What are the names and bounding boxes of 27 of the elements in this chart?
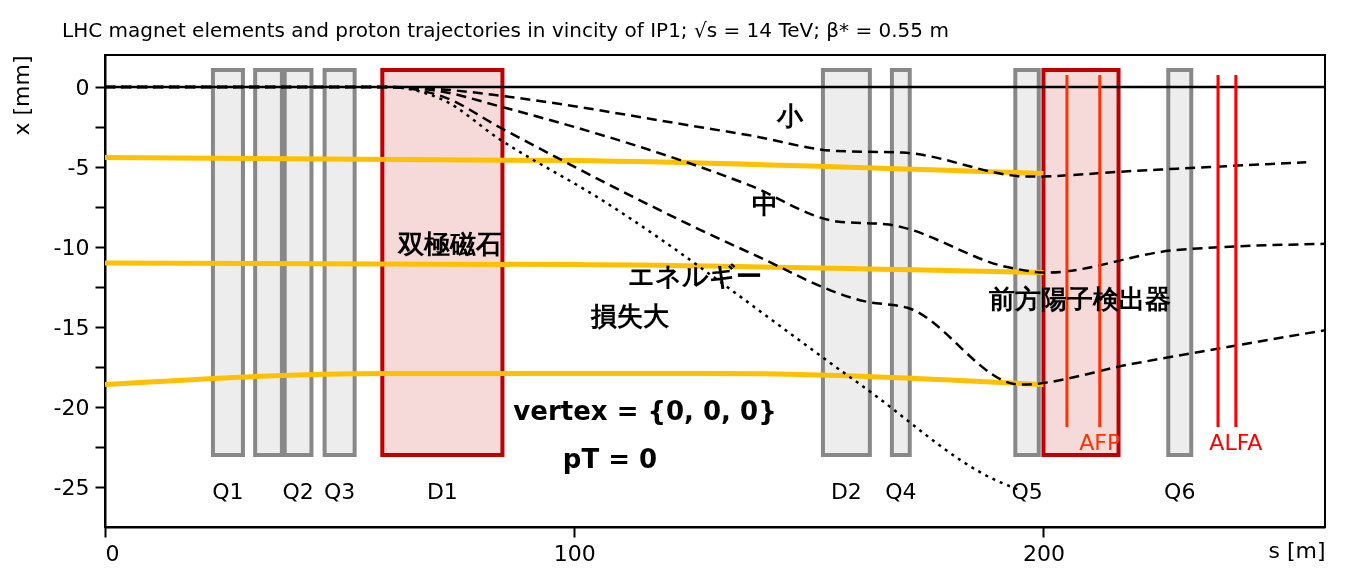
y-tick-label: -20 [53,394,90,420]
chart-title: LHC magnet elements and proton trajectories in vincity of IP1; √s = 14 TeV; β* = 0.55 m [62,17,949,42]
y-tick-label: -5 [67,154,90,180]
band-label: Q2 [282,479,314,504]
annotation: エネルギー [628,261,762,291]
annotation: 損失大 [590,301,670,331]
band-label: Q1 [212,479,244,504]
annotation: 中 [752,189,778,219]
y-tick-label: -15 [53,314,90,340]
annotation: vertex = {0, 0, 0} [513,396,777,426]
band-label: Q5 [1011,479,1043,504]
band-label: Q6 [1164,479,1196,504]
y-axis-title: x [mm] [8,55,34,136]
y-tick-label: -10 [53,234,90,260]
x-tick-label: 0 [105,540,120,566]
x-tick-label: 100 [553,540,596,566]
x-tick-label: 200 [1022,540,1065,566]
ref-line-label: ALFA [1209,430,1263,455]
x-axis-title: s [m] [1268,537,1326,563]
band-label: D1 [426,479,458,504]
band-label: Q3 [323,479,356,504]
band-label: D2 [830,479,862,504]
band-label: Q4 [885,479,917,504]
annotation: 小 [776,101,804,131]
annotation: pT = 0 [562,444,658,474]
y-tick-label: -25 [53,474,90,500]
y-tick-label: 0 [75,74,90,100]
